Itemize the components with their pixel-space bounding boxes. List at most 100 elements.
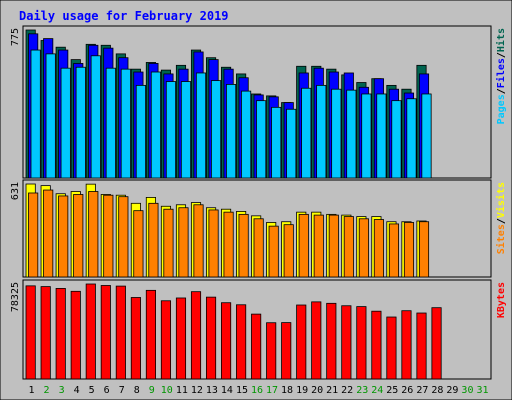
bar-sites-day-11 <box>178 207 189 278</box>
bar-kbytes-day-16 <box>251 313 262 380</box>
bar-sites-day-24 <box>373 219 384 278</box>
panel-kbytes: 78325 KBytes <box>10 279 507 380</box>
bar-kbytes-day-14 <box>221 302 232 380</box>
bar-pages-day-22 <box>346 89 357 179</box>
bar-sites-day-10 <box>163 208 174 278</box>
bar-pages-day-24 <box>376 93 387 179</box>
bar-kbytes-day-2 <box>40 286 51 380</box>
panel-side-label: KBytes <box>496 282 507 318</box>
bar-pages-day-7 <box>120 68 131 179</box>
day-label-15: 15 <box>236 385 248 396</box>
panel-max-label: 78325 <box>10 282 21 312</box>
bar-kbytes-day-26 <box>401 310 412 380</box>
day-label-29: 29 <box>446 385 458 396</box>
bar-kbytes-day-12 <box>190 291 202 380</box>
day-label-7: 7 <box>119 385 125 396</box>
side-label-part: Files <box>495 58 507 88</box>
bar-pages-day-25 <box>391 100 402 179</box>
bar-kbytes-day-21 <box>326 302 337 380</box>
day-label-31: 31 <box>476 385 488 396</box>
bar-sites-day-5 <box>88 191 99 278</box>
bar-sites-day-14 <box>223 211 234 278</box>
bar-sites-day-3 <box>58 195 69 278</box>
bar-kbytes-day-9 <box>145 289 156 380</box>
bar-pages-day-19 <box>301 87 312 179</box>
bar-sites-day-7 <box>118 196 129 278</box>
bar-pages-day-9 <box>150 71 161 179</box>
bar-sites-day-25 <box>388 223 399 278</box>
x-axis-day-labels: 1 2 3 4 5 6 7 8 9 10 11 12 13 14 15 16 17 18 19 20 21 22 23 24 2… <box>29 385 489 396</box>
day-label-20: 20 <box>311 385 323 396</box>
panel-max-label: 631 <box>10 182 21 200</box>
bar-pages-day-26 <box>406 98 417 179</box>
bar-pages-day-27 <box>421 93 432 179</box>
bar-pages-day-10 <box>165 81 177 179</box>
panel-side-label: Sites/Visits <box>495 182 507 254</box>
day-label-24: 24 <box>371 385 383 396</box>
day-label-12: 12 <box>191 385 203 396</box>
day-label-30: 30 <box>461 385 473 396</box>
chart-title: Daily usage for February 2019 <box>19 9 229 23</box>
bar-pages-day-3 <box>60 67 71 179</box>
bar-sites-day-2 <box>43 189 54 278</box>
bar-kbytes-day-10 <box>160 300 172 380</box>
bar-kbytes-day-5 <box>85 283 96 380</box>
bar-sites-day-6 <box>103 194 114 278</box>
side-label-part: Visits <box>495 182 507 218</box>
bar-kbytes-day-13 <box>205 296 217 380</box>
bar-sites-day-23 <box>358 218 369 278</box>
bar-sites-day-13 <box>208 209 219 278</box>
bar-sites-day-17 <box>268 225 279 278</box>
bar-sites-day-22 <box>343 216 354 278</box>
bar-sites-day-12 <box>193 204 204 278</box>
bar-kbytes-day-17 <box>266 322 277 380</box>
bar-kbytes-day-25 <box>386 316 397 380</box>
panel-max-label: 775 <box>10 28 21 46</box>
day-label-9: 9 <box>149 385 155 396</box>
bar-pages-day-15 <box>241 90 252 179</box>
bar-kbytes-day-8 <box>130 297 141 380</box>
bar-pages-day-1 <box>30 49 41 179</box>
bar-pages-day-17 <box>271 106 282 179</box>
day-label-23: 23 <box>356 385 368 396</box>
series-kbytes <box>25 283 442 380</box>
bar-pages-day-8 <box>135 84 146 179</box>
panel-visits-sites: 631 Sites/Visits <box>10 179 507 278</box>
bar-kbytes-day-22 <box>341 305 352 380</box>
bar-kbytes-day-7 <box>115 285 126 380</box>
bar-pages-day-4 <box>75 66 86 179</box>
bar-sites-day-18 <box>283 224 294 278</box>
bar-kbytes-day-20 <box>311 301 322 380</box>
side-label-part: Hits <box>495 28 507 52</box>
bar-kbytes-day-28 <box>431 307 442 380</box>
bar-pages-day-16 <box>256 100 267 179</box>
series-pages <box>30 49 432 179</box>
day-label-27: 27 <box>416 385 428 396</box>
bar-sites-day-27 <box>418 221 430 278</box>
bar-pages-day-21 <box>331 88 342 179</box>
bar-kbytes-day-23 <box>356 306 367 380</box>
bar-kbytes-day-11 <box>175 297 187 380</box>
bar-pages-day-13 <box>210 80 222 179</box>
bar-pages-day-18 <box>286 108 297 179</box>
bar-sites-day-26 <box>403 222 415 278</box>
panel-side-label: Pages/Files/Hits <box>495 28 507 124</box>
bar-sites-day-20 <box>313 214 324 278</box>
bar-pages-day-5 <box>90 55 101 179</box>
day-label-22: 22 <box>341 385 353 396</box>
bar-kbytes-day-15 <box>236 304 247 380</box>
day-label-16: 16 <box>251 385 263 396</box>
day-label-10: 10 <box>161 385 173 396</box>
day-label-3: 3 <box>59 385 65 396</box>
bar-kbytes-day-1 <box>25 285 36 380</box>
day-label-2: 2 <box>44 385 50 396</box>
day-label-26: 26 <box>401 385 413 396</box>
day-label-14: 14 <box>221 385 233 396</box>
side-label-part: / <box>496 88 507 94</box>
bar-kbytes-day-4 <box>70 290 81 380</box>
day-label-18: 18 <box>281 385 293 396</box>
